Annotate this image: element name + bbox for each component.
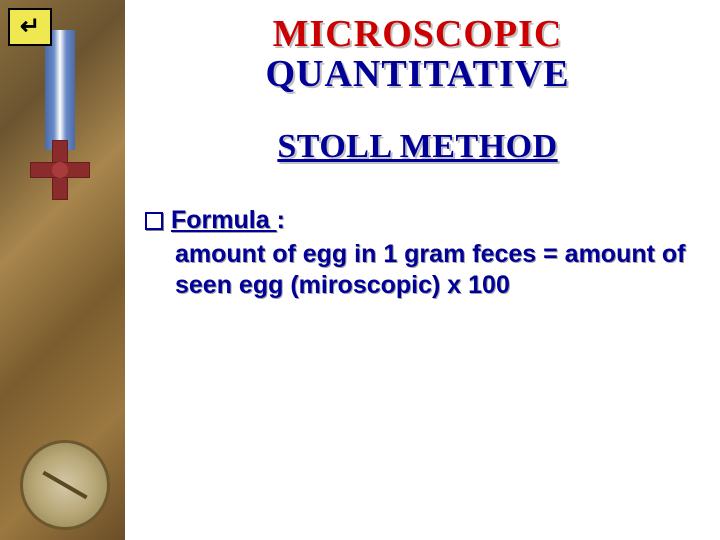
medal-decoration: [20, 30, 100, 230]
formula-body: amount of egg in 1 gram feces = amount o…: [175, 239, 690, 302]
slide-content: MICROSCOPIC QUANTITATIVE STOLL METHOD Fo…: [125, 0, 720, 540]
title-line-2: QUANTITATIVE: [145, 52, 690, 96]
formula-label: Formula :: [171, 206, 285, 235]
sidebar-decorative-image: [0, 0, 125, 540]
title-line-1: MICROSCOPIC: [145, 12, 690, 56]
back-button[interactable]: ↵: [8, 8, 52, 46]
subtitle: STOLL METHOD: [145, 128, 690, 166]
formula-section: Formula : amount of egg in 1 gram feces …: [145, 206, 690, 302]
compass-decoration: [20, 440, 110, 530]
bullet-square-icon: [145, 212, 163, 230]
back-arrow-icon: ↵: [20, 15, 40, 39]
